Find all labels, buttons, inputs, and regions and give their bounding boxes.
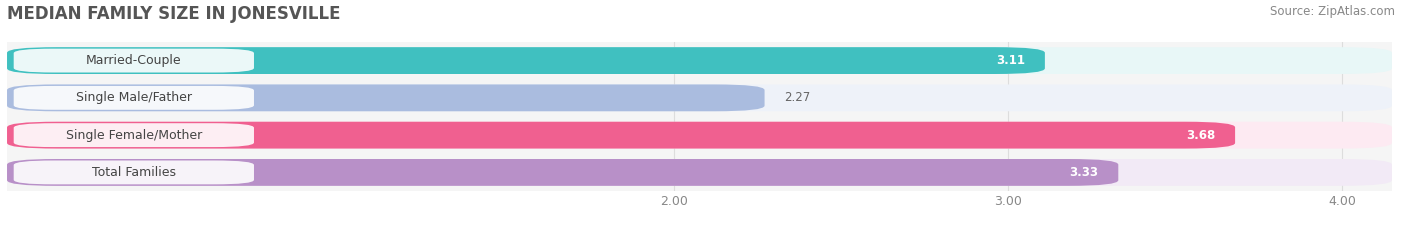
FancyBboxPatch shape xyxy=(14,161,254,184)
FancyBboxPatch shape xyxy=(7,122,1234,149)
Text: Source: ZipAtlas.com: Source: ZipAtlas.com xyxy=(1270,5,1395,18)
FancyBboxPatch shape xyxy=(7,47,1045,74)
FancyBboxPatch shape xyxy=(7,47,1392,74)
Text: Total Families: Total Families xyxy=(91,166,176,179)
FancyBboxPatch shape xyxy=(7,159,1118,186)
FancyBboxPatch shape xyxy=(14,49,254,72)
Text: MEDIAN FAMILY SIZE IN JONESVILLE: MEDIAN FAMILY SIZE IN JONESVILLE xyxy=(7,5,340,23)
FancyBboxPatch shape xyxy=(14,86,254,110)
Text: Married-Couple: Married-Couple xyxy=(86,54,181,67)
FancyBboxPatch shape xyxy=(7,84,1392,111)
FancyBboxPatch shape xyxy=(7,159,1392,186)
FancyBboxPatch shape xyxy=(14,123,254,147)
Text: Single Female/Mother: Single Female/Mother xyxy=(66,129,202,142)
FancyBboxPatch shape xyxy=(7,122,1392,149)
FancyBboxPatch shape xyxy=(7,84,765,111)
Text: 3.11: 3.11 xyxy=(995,54,1025,67)
Text: 3.68: 3.68 xyxy=(1185,129,1215,142)
Text: 3.33: 3.33 xyxy=(1070,166,1098,179)
Text: Single Male/Father: Single Male/Father xyxy=(76,91,191,104)
Text: 2.27: 2.27 xyxy=(785,91,811,104)
